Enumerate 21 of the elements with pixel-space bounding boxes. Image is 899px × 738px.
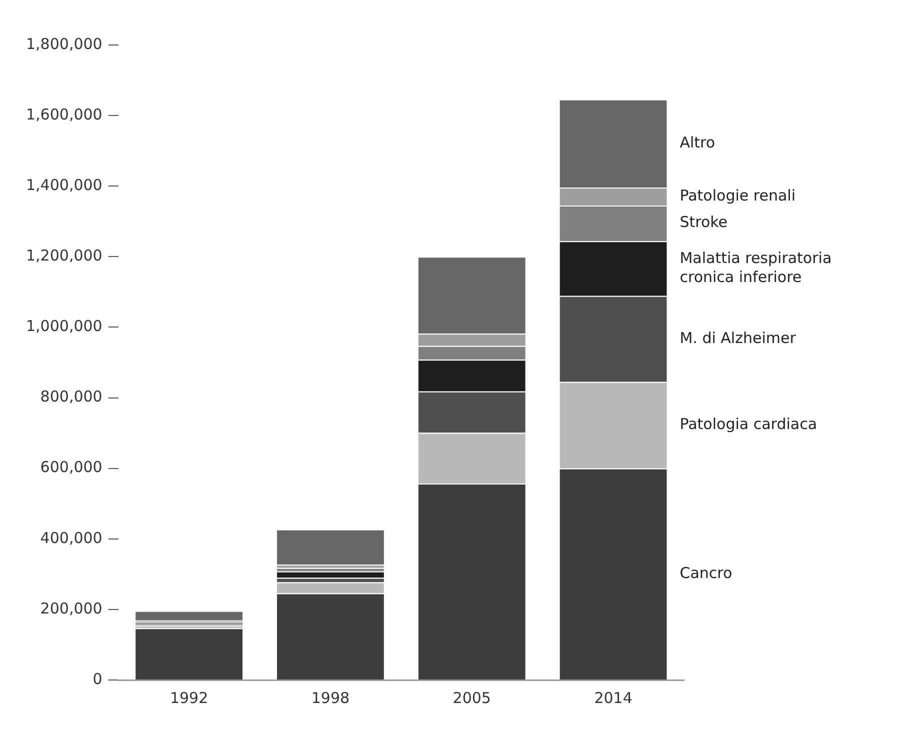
x-tick-label: 1998	[311, 688, 350, 707]
x-tick-label: 1992	[170, 688, 208, 707]
series-label: Patologia cardiaca	[680, 415, 818, 434]
y-tick-label: 1,800,000	[26, 34, 102, 53]
series-label: Malattia respiratoria cronica inferiore	[680, 248, 832, 286]
y-tick-label: 200,000	[40, 599, 102, 618]
y-tick-label: 800,000	[40, 388, 102, 406]
x-tick-label: 2014	[594, 688, 632, 707]
series-label: Cancro	[680, 564, 732, 582]
series-label: Patologie renali	[680, 186, 796, 204]
series-label: M. di Alzheimer	[680, 328, 797, 347]
y-tick-label: 1,200,000	[26, 246, 102, 265]
y-tick-label: 0	[92, 670, 102, 688]
x-tick-label: 2005	[452, 688, 491, 707]
y-tick-label: 1,000,000	[26, 317, 102, 336]
series-label: Altro	[680, 133, 716, 152]
series-label: Stroke	[680, 213, 728, 232]
y-tick-label: 1,400,000	[26, 176, 102, 194]
y-tick-label: 600,000	[40, 458, 102, 476]
y-tick-label: 1,600,000	[26, 105, 102, 124]
y-tick-label: 400,000	[40, 528, 102, 547]
